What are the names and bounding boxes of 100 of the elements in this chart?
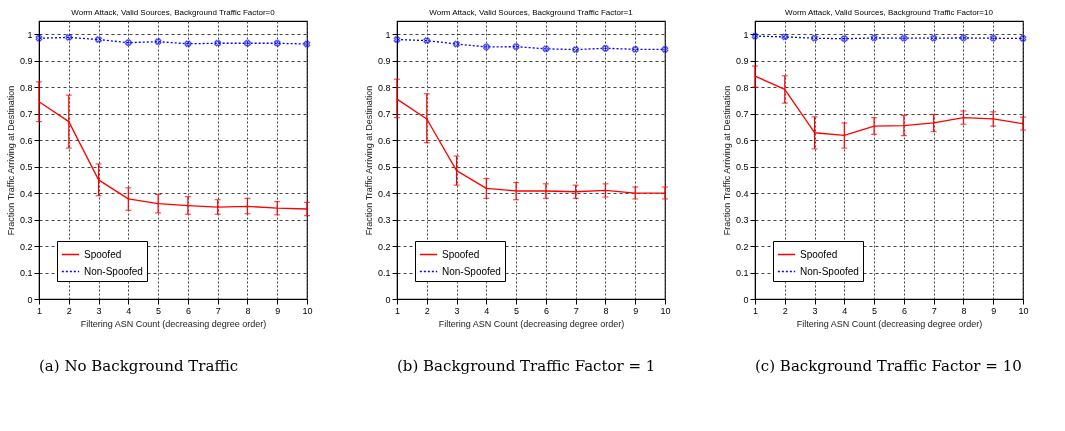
legend-label: Non-Spoofed xyxy=(84,265,143,277)
x-tick-label: 7 xyxy=(573,305,579,316)
legend-label: Non-Spoofed xyxy=(442,265,501,277)
y-tick-label: 0.9 xyxy=(377,56,391,67)
y-tick-label: 0.1 xyxy=(735,268,749,279)
point xyxy=(303,40,311,48)
x-tick-label: 10 xyxy=(1018,305,1029,316)
x-tick-label: 9 xyxy=(991,305,997,316)
y-tick-label: 0.2 xyxy=(377,241,391,252)
text: (c) Background Traffic Factor = 10 xyxy=(755,357,1022,375)
point xyxy=(244,39,251,47)
y-tick-label: 0.3 xyxy=(19,215,33,226)
point xyxy=(423,37,431,44)
y-tick-label: 0.2 xyxy=(735,241,749,252)
y-tick-label: 0.5 xyxy=(19,162,33,173)
x-axis-title: Filtering ASN Count (decreasing degree order) xyxy=(796,318,983,329)
x-tick-label: 2 xyxy=(66,305,72,316)
x-tick-label: 3 xyxy=(812,305,818,316)
x-tick-label: 2 xyxy=(782,305,788,316)
x-tick-label: 6 xyxy=(185,305,191,316)
y-tick-label: 0.6 xyxy=(377,135,391,146)
legend-label: Spoofed xyxy=(442,248,480,260)
point xyxy=(124,39,132,47)
y-tick-label: 0.6 xyxy=(19,135,33,146)
y-tick-label: 0.8 xyxy=(377,82,391,93)
x-tick-label: 4 xyxy=(126,305,132,316)
point xyxy=(661,45,669,53)
point xyxy=(542,45,550,53)
y-tick-label: 0.4 xyxy=(19,188,33,199)
x-tick-label: 10 xyxy=(302,305,313,316)
x-axis-title: Filtering ASN Count (decreasing degree order) xyxy=(80,318,267,329)
x-tick-label: 3 xyxy=(454,305,460,316)
x-tick-label: 10 xyxy=(660,305,671,316)
y-tick-label: 1 xyxy=(27,29,33,40)
x-tick-label: 9 xyxy=(275,305,281,316)
y-tick-label: 0.9 xyxy=(735,56,749,67)
legend-label: Spoofed xyxy=(800,248,838,260)
x-tick-label: 5 xyxy=(156,305,162,316)
y-tick-label: 0.7 xyxy=(377,109,391,120)
y-tick-label: 0.7 xyxy=(735,109,749,120)
x-tick-label: 7 xyxy=(931,305,937,316)
y-tick-label: 0.5 xyxy=(735,162,749,173)
point xyxy=(482,43,490,51)
point xyxy=(214,39,222,47)
legend-label: Spoofed xyxy=(84,248,122,260)
point xyxy=(65,34,73,41)
y-tick-label: 0.6 xyxy=(735,135,749,146)
x-tick-label: 1 xyxy=(752,305,759,316)
y-tick-label: 0.8 xyxy=(19,82,33,93)
x-tick-label: 8 xyxy=(245,305,251,316)
point xyxy=(273,39,281,47)
x-tick-label: 4 xyxy=(484,305,490,316)
chart-title: Worm Attack, Valid Sources, Background Traffic Factor=1 xyxy=(429,8,634,17)
x-tick-label: 5 xyxy=(514,305,520,316)
text: (b) Background Traffic Factor = 1 xyxy=(397,357,656,375)
point xyxy=(572,46,580,53)
x-tick-label: 4 xyxy=(842,305,848,316)
x-tick-label: 6 xyxy=(543,305,549,316)
x-tick-label: 3 xyxy=(96,305,102,316)
x-tick-label: 9 xyxy=(633,305,639,316)
text: (a) No Background Traffic xyxy=(39,357,239,375)
y-tick-label: 0.3 xyxy=(377,215,391,226)
x-axis-title: Filtering ASN Count (decreasing degree order) xyxy=(438,318,625,329)
point xyxy=(602,44,609,52)
y-tick-label: 0.4 xyxy=(735,188,749,199)
point xyxy=(393,36,401,43)
y-tick-label: 0.3 xyxy=(735,215,749,226)
point xyxy=(95,36,102,43)
point xyxy=(35,34,43,42)
x-tick-label: 5 xyxy=(872,305,878,316)
y-tick-label: 0.8 xyxy=(735,82,749,93)
chart-title: Worm Attack, Valid Sources, Background Traffic Factor=0 xyxy=(71,8,276,17)
y-tick-label: 1 xyxy=(743,29,749,40)
x-tick-label: 7 xyxy=(215,305,221,316)
point xyxy=(154,38,162,46)
y-axis-title: Fraction Traffic Arriving at Destination xyxy=(363,85,374,236)
y-axis-title: Fraction Traffic Arriving at Destination xyxy=(721,85,732,236)
x-tick-label: 8 xyxy=(603,305,609,316)
y-tick-label: 0.9 xyxy=(19,56,33,67)
y-axis-title: Fraction Traffic Arriving at Destination xyxy=(5,85,16,236)
x-tick-label: 2 xyxy=(424,305,430,316)
x-tick-label: 1 xyxy=(394,305,401,316)
point xyxy=(184,40,192,48)
x-tick-label: 6 xyxy=(901,305,907,316)
y-tick-label: 0.7 xyxy=(19,109,33,120)
x-tick-label: 8 xyxy=(961,305,967,316)
y-tick-label: 0 xyxy=(27,294,33,305)
point xyxy=(512,43,520,51)
y-tick-label: 0 xyxy=(385,294,391,305)
legend-label: Non-Spoofed xyxy=(800,265,859,277)
chart-title: Worm Attack, Valid Sources, Background Traffic Factor=10 xyxy=(785,8,994,17)
y-tick-label: 0.4 xyxy=(377,188,391,199)
point xyxy=(453,40,460,48)
y-tick-label: 0.1 xyxy=(19,268,33,279)
point xyxy=(631,45,639,53)
y-tick-label: 0 xyxy=(743,294,749,305)
y-tick-label: 0.5 xyxy=(377,162,391,173)
y-tick-label: 0.2 xyxy=(19,241,33,252)
y-tick-label: 0.1 xyxy=(377,268,391,279)
y-tick-label: 1 xyxy=(385,29,391,40)
